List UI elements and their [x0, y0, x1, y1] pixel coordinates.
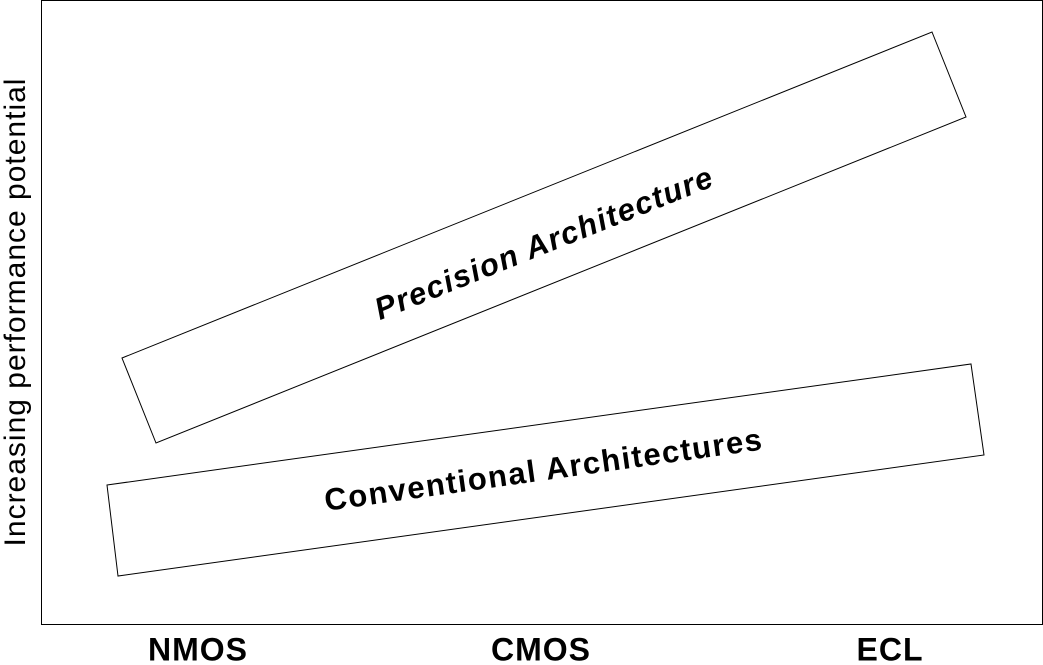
band-label: Conventional Architectures [322, 422, 765, 518]
conventional-band [106, 363, 985, 577]
x-label: CMOS [491, 631, 591, 665]
band-label: Precision Architecture [369, 159, 719, 327]
precision-band [121, 31, 967, 444]
y-axis-label: Increasing performance potential [0, 78, 32, 547]
x-label: NMOS [148, 631, 248, 665]
x-label: ECL [857, 631, 924, 665]
plot-frame [41, 0, 1043, 625]
